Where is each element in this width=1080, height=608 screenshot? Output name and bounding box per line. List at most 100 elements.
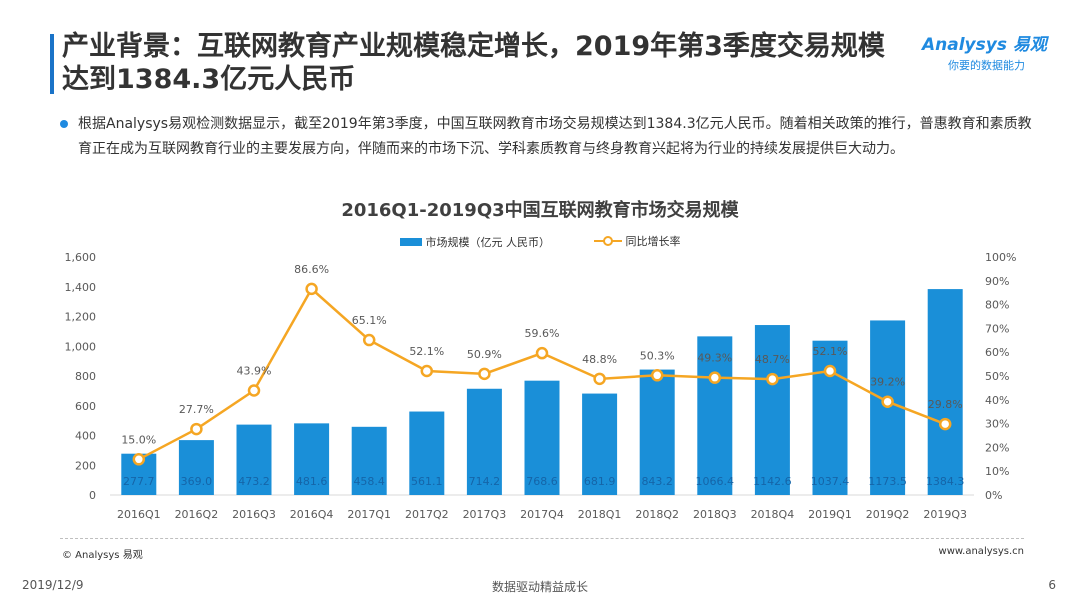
growth-marker-2016Q2 bbox=[190, 422, 203, 436]
growth-marker-2018Q4 bbox=[766, 372, 779, 386]
growth-marker-2016Q4 bbox=[305, 282, 318, 296]
growth-marker-2016Q1 bbox=[132, 453, 146, 466]
y-right-tick-label: 30% bbox=[985, 418, 1009, 431]
growth-rate-label: 48.7% bbox=[755, 353, 790, 366]
title-accent-bar bbox=[50, 34, 54, 94]
bar-value-label: 1142.6 bbox=[753, 475, 792, 488]
growth-marker-2017Q4 bbox=[535, 346, 549, 360]
y-left-tick-label: 1,000 bbox=[65, 340, 97, 353]
growth-rate-label: 15.0% bbox=[121, 433, 156, 446]
growth-rate-label: 39.2% bbox=[870, 376, 905, 389]
y-left-tick-label: 1,200 bbox=[65, 311, 97, 324]
y-left-tick-label: 400 bbox=[75, 430, 96, 443]
source-website: www.analysys.cn bbox=[938, 546, 1024, 557]
growth-marker-2019Q2 bbox=[881, 395, 894, 408]
bar-2019Q3 bbox=[927, 289, 963, 495]
x-tick-label: 2017Q1 bbox=[347, 508, 391, 521]
footer-slogan: 数据驱动精益成长 bbox=[491, 580, 588, 594]
growth-rate-label: 43.9% bbox=[237, 365, 272, 378]
page-number: 6 bbox=[1048, 578, 1056, 592]
bar-value-label: 1066.4 bbox=[696, 475, 735, 488]
bar-2018Q1 bbox=[582, 393, 618, 495]
growth-marker-2018Q1 bbox=[593, 372, 606, 386]
growth-marker-2019Q1 bbox=[823, 364, 837, 378]
bar-2016Q4 bbox=[294, 423, 330, 495]
growth-marker-2017Q1 bbox=[362, 333, 376, 347]
x-tick-label: 2019Q3 bbox=[923, 508, 967, 521]
y-right-tick-label: 70% bbox=[985, 322, 1009, 335]
growth-rate-label: 86.6% bbox=[294, 263, 329, 276]
x-tick-label: 2017Q4 bbox=[520, 508, 564, 521]
x-tick-label: 2017Q3 bbox=[463, 508, 507, 521]
bar-value-label: 714.2 bbox=[469, 475, 501, 488]
y-right-tick-label: 0% bbox=[985, 489, 1002, 502]
growth-rate-label: 27.7% bbox=[179, 403, 214, 416]
bar-2017Q2 bbox=[409, 411, 445, 495]
bar-value-label: 1173.5 bbox=[868, 475, 907, 488]
x-tick-label: 2016Q1 bbox=[117, 508, 161, 521]
bar-2017Q1 bbox=[351, 426, 387, 495]
intro-paragraph: 根据Analysys易观检测数据显示，截至2019年第3季度，中国互联网教育市场… bbox=[78, 116, 1032, 157]
source-copyright: © Analysys 易观 bbox=[62, 550, 143, 561]
x-tick-label: 2019Q2 bbox=[866, 508, 910, 521]
y-left-tick-label: 200 bbox=[75, 459, 96, 472]
bar-value-label: 1384.3 bbox=[926, 475, 965, 488]
bar-value-label: 843.2 bbox=[641, 475, 673, 488]
bar-value-label: 561.1 bbox=[411, 475, 443, 488]
bar-value-label: 481.6 bbox=[296, 475, 328, 488]
legend-item-market-size: 市场规模（亿元 人民币） bbox=[399, 234, 551, 250]
growth-rate-label: 49.3% bbox=[697, 352, 732, 365]
y-right-tick-label: 80% bbox=[985, 299, 1009, 312]
x-tick-label: 2019Q1 bbox=[808, 508, 852, 521]
bar-2018Q2 bbox=[639, 369, 675, 495]
x-tick-label: 2016Q4 bbox=[290, 508, 334, 521]
growth-rate-label: 50.9% bbox=[467, 348, 502, 361]
bar-value-label: 473.2 bbox=[238, 475, 270, 488]
y-left-tick-label: 1,400 bbox=[65, 281, 97, 294]
growth-marker-2016Q3 bbox=[247, 384, 261, 397]
x-tick-label: 2018Q4 bbox=[751, 508, 795, 521]
growth-rate-label: 52.1% bbox=[409, 345, 444, 358]
legend-label-growth-rate: 同比增长率 bbox=[625, 235, 681, 248]
x-tick-label: 2018Q1 bbox=[578, 508, 622, 521]
logo-wordmark: Analysys 易观 bbox=[922, 35, 1047, 55]
legend-label-market-size: 市场规模（亿元 人民币） bbox=[425, 236, 551, 249]
market-chart: 0 200 400 600 800 1,000 1,200 1,400 1,600 0% 10% 20… bbox=[65, 251, 1017, 521]
x-tick-label: 2016Q2 bbox=[175, 508, 219, 521]
y-right-tick-label: 20% bbox=[985, 441, 1009, 454]
y-right-tick-label: 10% bbox=[985, 465, 1009, 478]
bar-value-label: 369.0 bbox=[181, 475, 213, 488]
x-tick-label: 2018Q3 bbox=[693, 508, 737, 521]
bar-2018Q4 bbox=[754, 325, 790, 495]
bar-2017Q4 bbox=[524, 380, 560, 495]
growth-marker-2018Q2 bbox=[650, 369, 664, 382]
bar-value-label: 458.4 bbox=[353, 475, 385, 488]
bar-2016Q2 bbox=[178, 440, 214, 495]
legend-bar-swatch bbox=[399, 238, 422, 246]
legend-line-swatch bbox=[593, 236, 622, 246]
bar-value-label: 1037.4 bbox=[811, 475, 850, 488]
growth-rate-label: 59.6% bbox=[525, 327, 560, 340]
x-tick-label: 2017Q2 bbox=[405, 508, 449, 521]
growth-rate-label: 52.1% bbox=[813, 345, 848, 358]
growth-rate-label: 65.1% bbox=[352, 314, 387, 327]
growth-rate-label: 29.8% bbox=[928, 398, 963, 411]
y-right-tick-label: 90% bbox=[985, 275, 1009, 288]
logo-slogan: 你要的数据能力 bbox=[948, 59, 1025, 72]
bar-2018Q3 bbox=[697, 336, 733, 495]
y-right-tick-label: 50% bbox=[985, 370, 1009, 383]
bar-2017Q3 bbox=[466, 388, 502, 495]
y-left-tick-label: 1,600 bbox=[65, 251, 97, 264]
legend-item-growth-rate: 同比增长率 bbox=[593, 233, 681, 249]
chart-legend: 市场规模（亿元 人民币） 同比增长率 bbox=[0, 233, 1080, 250]
footer-date: 2019/12/9 bbox=[22, 578, 84, 592]
x-tick-label: 2016Q3 bbox=[232, 508, 276, 521]
y-right-tick-label: 100% bbox=[985, 251, 1016, 264]
page-title: 产业背景：互联网教育产业规模稳定增长，2019年第3季度交易规模达到1384.3… bbox=[62, 31, 885, 95]
growth-marker-2017Q2 bbox=[420, 364, 434, 378]
analysys-logo: Analysys 易观 你要的数据能力 bbox=[922, 30, 1062, 72]
bar-2016Q3 bbox=[236, 424, 272, 495]
y-right-tick-label: 40% bbox=[985, 394, 1009, 407]
bar-2019Q1 bbox=[812, 340, 848, 495]
growth-marker-2017Q3 bbox=[478, 367, 491, 381]
